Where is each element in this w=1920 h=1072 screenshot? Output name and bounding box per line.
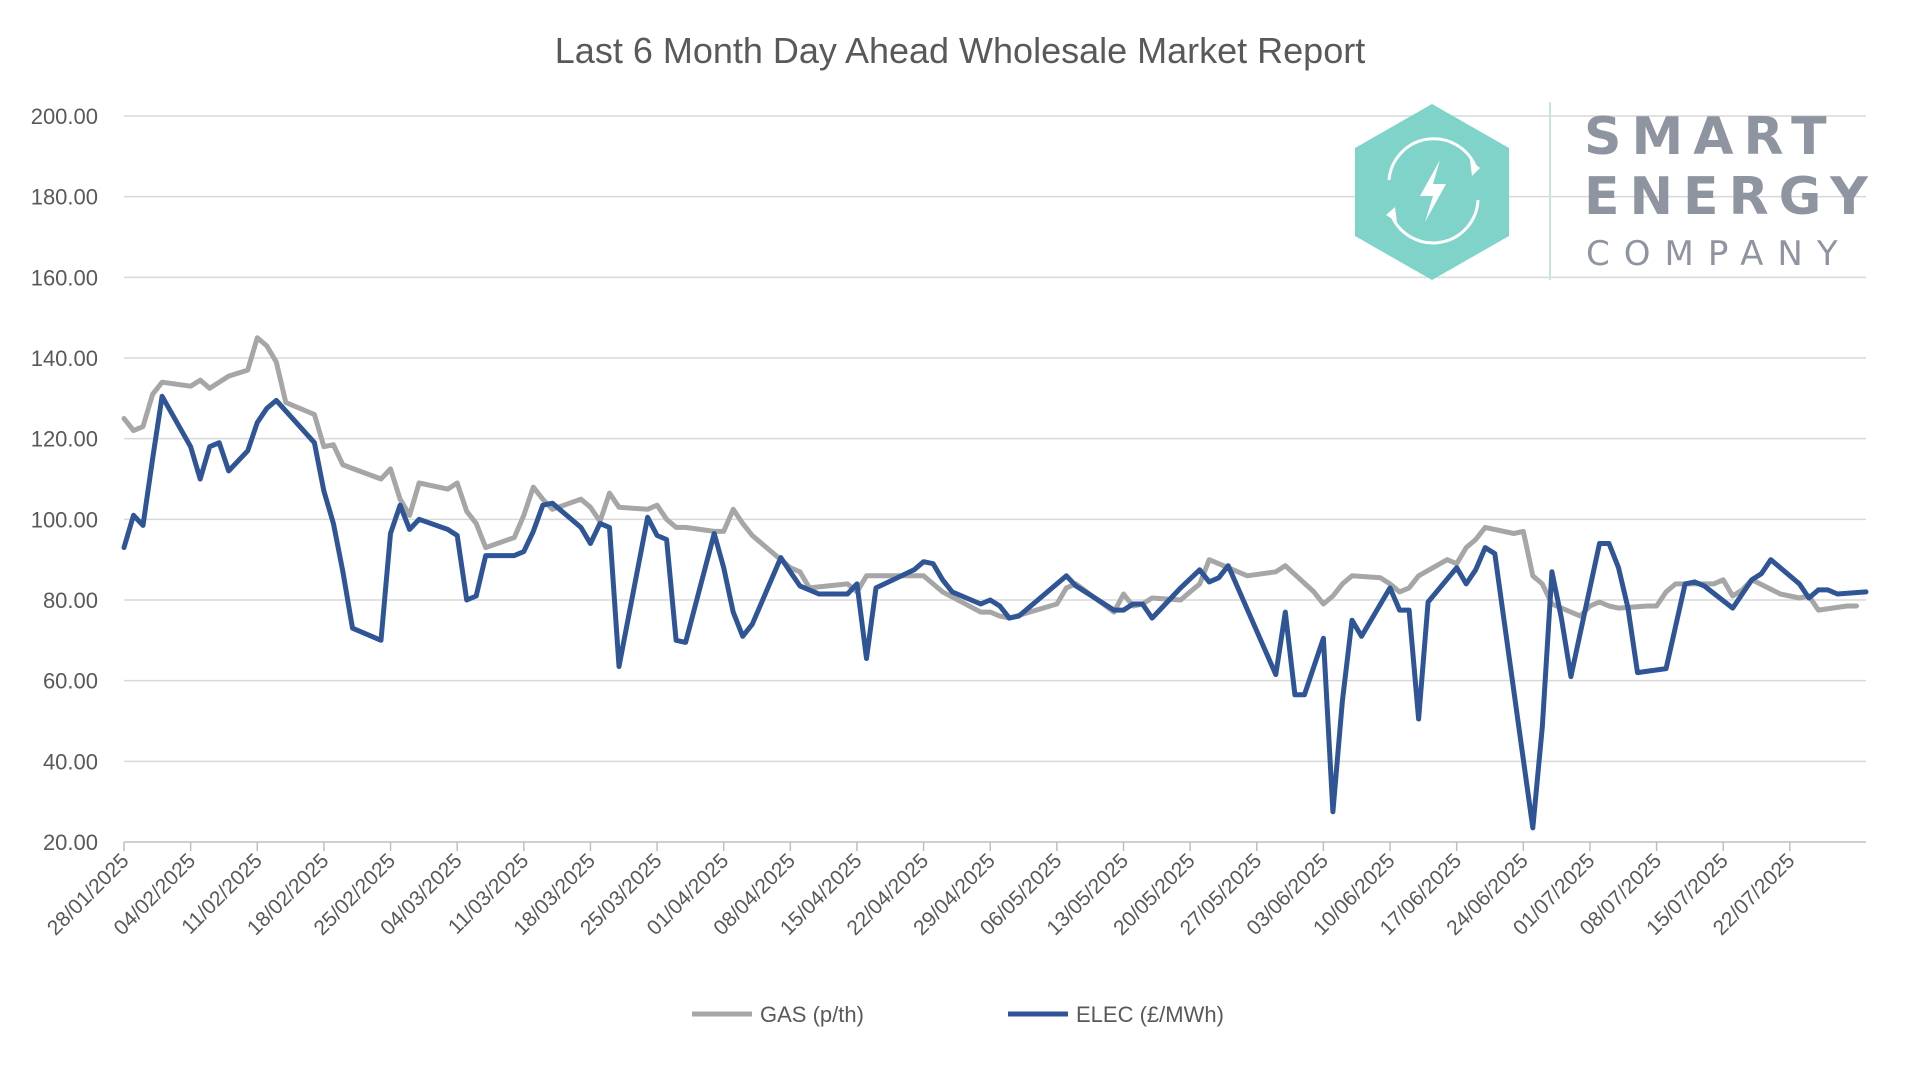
logo-word-smart: SMART	[1584, 107, 1837, 167]
logo-word-company: COMPANY	[1586, 234, 1852, 274]
gas-series-line	[121, 335, 1859, 621]
y-tick-label: 20.00	[43, 830, 98, 855]
y-axis-ticks: 200.00 180.00 160.00 140.00 120.00 100.00 80.0…	[31, 104, 98, 855]
y-tick-label: 120.00	[31, 427, 98, 452]
y-tick-label: 180.00	[31, 185, 98, 210]
chart-title: Last 6 Month Day Ahead Wholesale Market …	[555, 30, 1365, 71]
legend-elec-label: ELEC (£/MWh)	[1076, 1002, 1224, 1027]
y-tick-label: 140.00	[31, 346, 98, 371]
y-tick-label: 40.00	[43, 749, 98, 774]
legend-gas-label: GAS (p/th)	[760, 1002, 864, 1027]
elec-series-line	[121, 393, 1869, 831]
y-tick-label: 100.00	[31, 507, 98, 532]
gridlines	[124, 115, 1866, 763]
lightning-bolt-icon	[1386, 137, 1480, 245]
series-lines	[121, 335, 1869, 831]
y-tick-label: 200.00	[31, 104, 98, 129]
y-tick-label: 80.00	[43, 588, 98, 613]
legend: GAS (p/th) ELEC (£/MWh)	[692, 1002, 1224, 1027]
smart-energy-logo: SMART ENERGY COMPANY	[1355, 102, 1878, 280]
logo-word-energy: ENERGY	[1584, 167, 1878, 227]
y-tick-label: 160.00	[31, 265, 98, 290]
y-tick-label: 60.00	[43, 669, 98, 694]
